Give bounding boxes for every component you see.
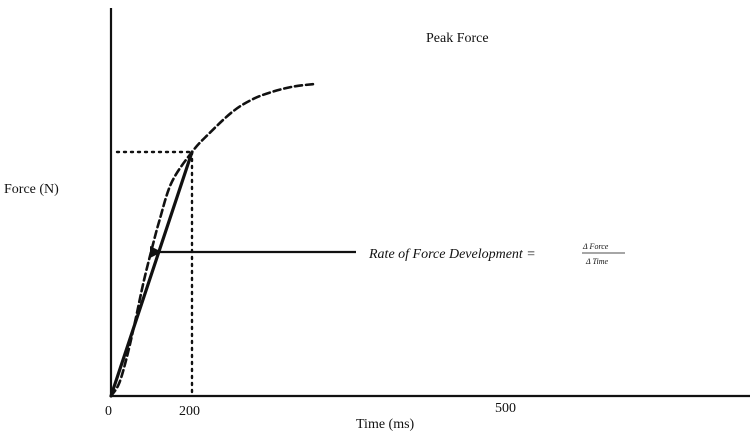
x-axis-label: Time (ms) xyxy=(356,417,415,432)
x-tick-500: 500 xyxy=(495,401,516,416)
rfd-tangent-line xyxy=(109,150,194,398)
y-axis-label: Force (N) xyxy=(4,182,59,197)
rfd-label: Rate of Force Development = xyxy=(368,247,536,262)
rfd-denominator: Δ Time xyxy=(585,257,609,266)
x-tick-0: 0 xyxy=(105,404,112,419)
x-tick-200: 200 xyxy=(179,404,200,419)
force-curve xyxy=(109,82,315,398)
peak-force-label: Peak Force xyxy=(426,31,489,46)
rfd-numerator: Δ Force xyxy=(582,242,609,251)
